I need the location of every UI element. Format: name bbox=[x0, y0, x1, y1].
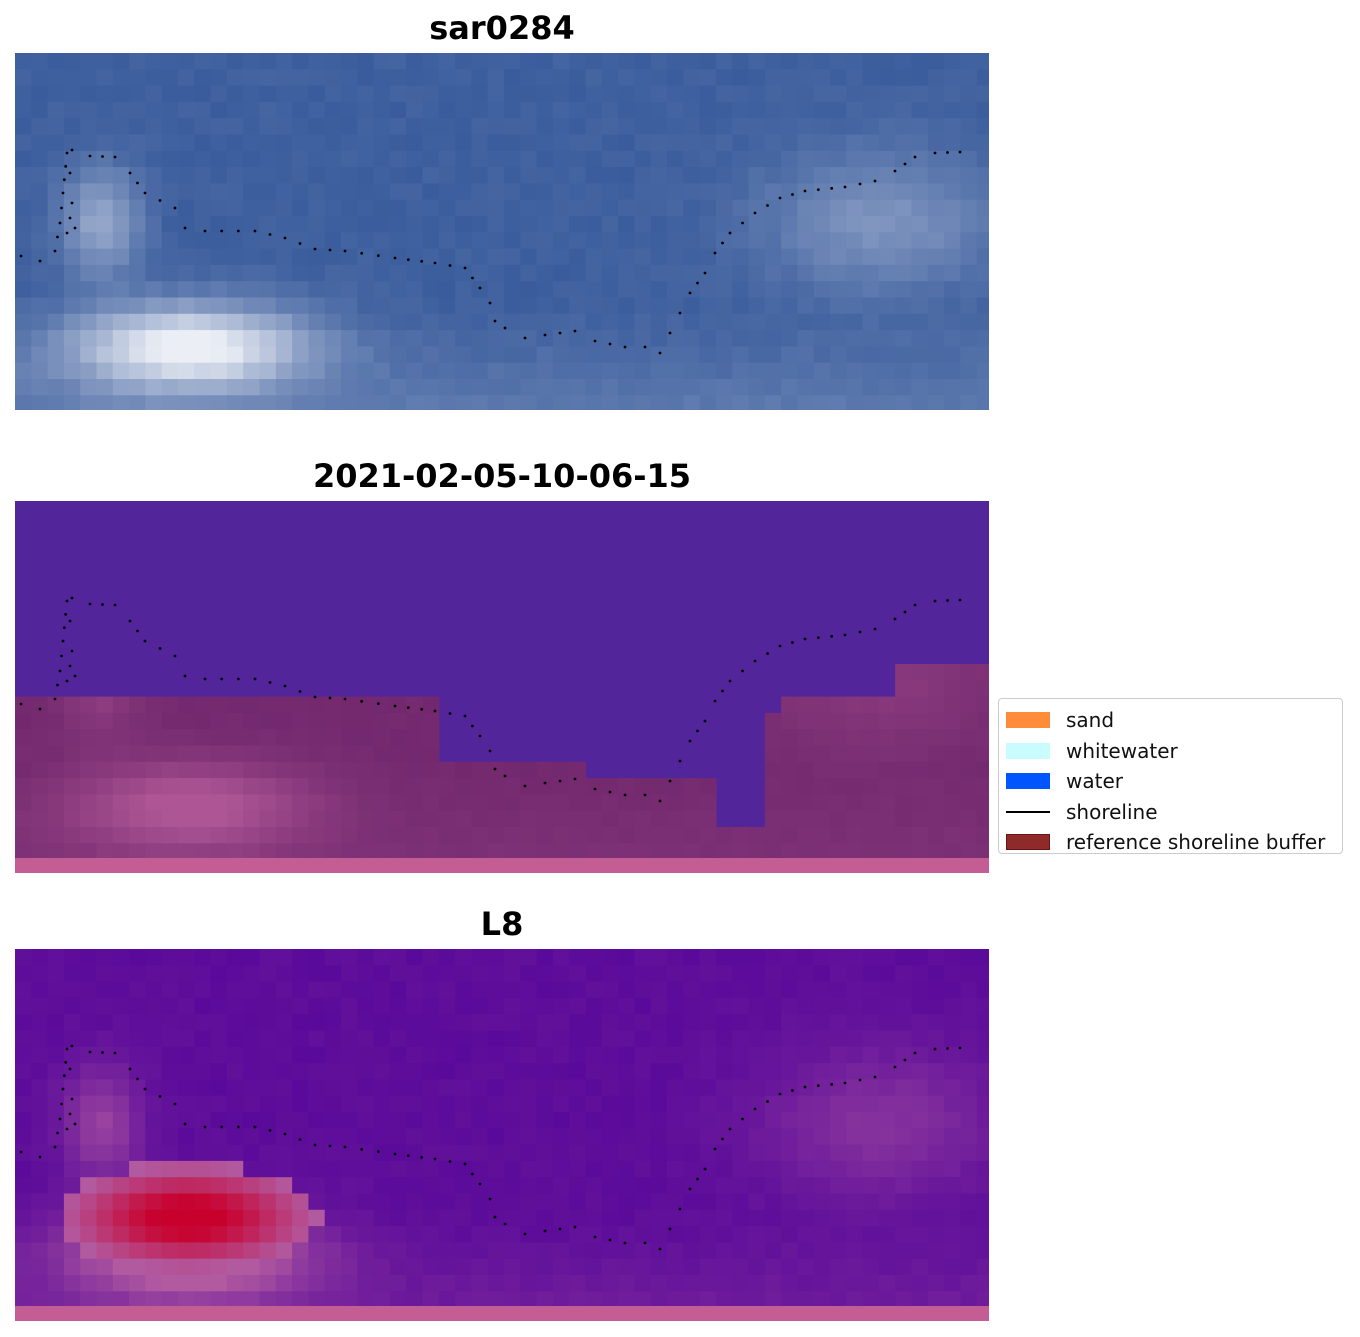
panel-title-sar: sar0284 bbox=[429, 9, 575, 47]
shoreline-dots bbox=[19, 1044, 962, 1251]
l8-pixels bbox=[15, 949, 989, 1321]
legend-item-reference-buffer: reference shoreline buffer bbox=[999, 827, 1342, 858]
sar-pixels bbox=[15, 53, 989, 410]
legend-item-shoreline: shoreline bbox=[999, 797, 1342, 828]
panel-title-classified: 2021-02-05-10-06-15 bbox=[312, 457, 692, 495]
panel-title-l8: L8 bbox=[480, 905, 524, 943]
legend-label: reference shoreline buffer bbox=[1066, 830, 1326, 855]
buffer-swatch-icon bbox=[1006, 834, 1050, 851]
classified-image-panel bbox=[15, 501, 989, 873]
shoreline-dots bbox=[19, 148, 962, 355]
classified-pixels bbox=[15, 501, 989, 873]
legend-item-water: water bbox=[999, 766, 1342, 797]
legend-item-sand: sand bbox=[999, 705, 1342, 736]
legend-label: water bbox=[1066, 769, 1123, 794]
l8-image-panel bbox=[15, 949, 989, 1321]
sar-image-panel bbox=[15, 53, 989, 410]
legend-label: sand bbox=[1066, 708, 1115, 733]
legend-item-whitewater: whitewater bbox=[999, 736, 1342, 767]
water-swatch-icon bbox=[1006, 773, 1050, 790]
whitewater-swatch-icon bbox=[1006, 742, 1050, 759]
legend-label: whitewater bbox=[1066, 738, 1178, 763]
legend: sand whitewater water shoreline referenc… bbox=[998, 698, 1343, 854]
shoreline-dots bbox=[19, 596, 962, 803]
classified-image bbox=[15, 501, 989, 873]
sand-swatch-icon bbox=[1006, 712, 1050, 729]
shoreline-line-icon bbox=[1006, 810, 1050, 813]
legend-label: shoreline bbox=[1066, 799, 1158, 824]
l8-image bbox=[15, 949, 989, 1321]
sar-image bbox=[15, 53, 989, 410]
